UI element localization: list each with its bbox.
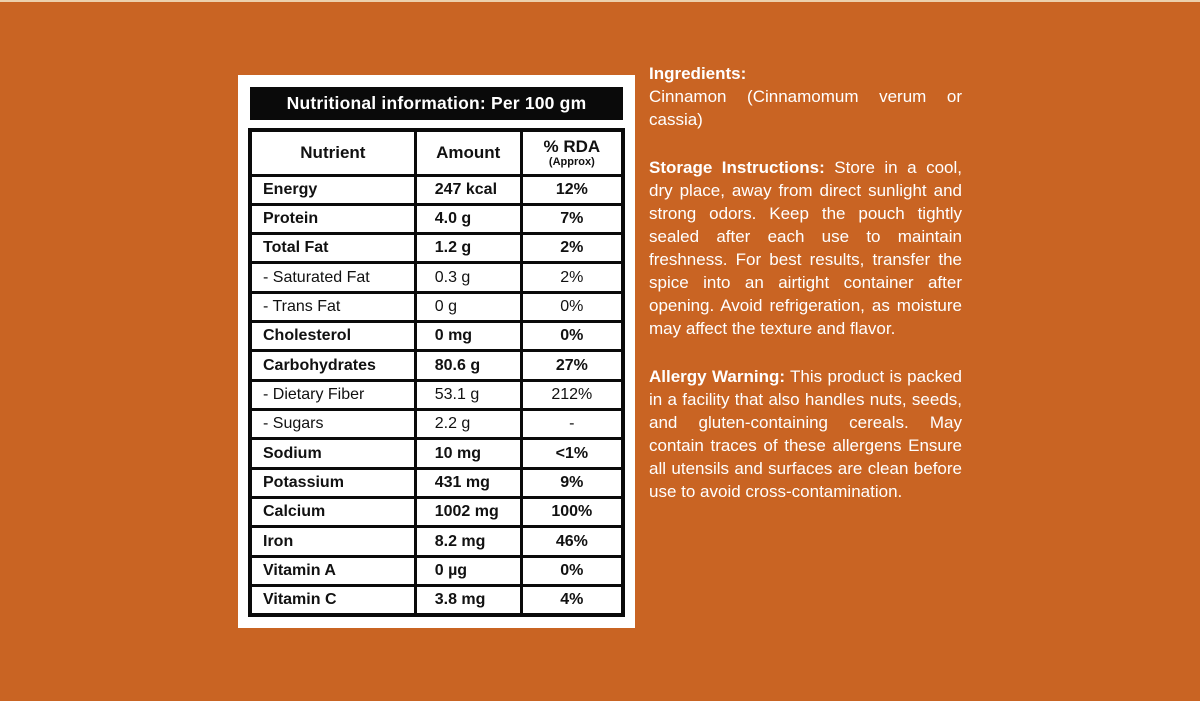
cell-nutrient: Iron [248,525,417,558]
cell-amount: 0.3 g [413,261,523,294]
cell-rda: 100% [519,496,625,529]
cell-nutrient: Vitamin A [248,554,417,588]
cell-rda: 27% [519,349,625,382]
cell-rda: 7% [519,202,625,236]
table-row: Cholesterol 0 mg 0% [248,320,625,353]
nutrition-panel: Nutritional information: Per 100 gm Nutr… [238,75,635,628]
cell-nutrient: Calcium [248,496,417,529]
info-text-block: Ingredients: Cinnamon (Cinnamomum verum … [649,62,962,528]
cell-rda: 46% [519,525,625,558]
cell-amount: 80.6 g [413,349,523,382]
cell-amount: 431 mg [413,466,523,500]
cell-rda: 4% [519,584,625,617]
cell-rda: <1% [519,437,625,470]
table-row: Energy 247 kcal 12% [248,173,625,206]
cell-amount: 2.2 g [413,408,523,441]
cell-rda: 0% [519,320,625,353]
cell-amount: 4.0 g [413,202,523,236]
cell-rda: 12% [519,173,625,206]
cell-rda: 2% [519,232,625,265]
table-row: Vitamin C 3.8 mg 4% [248,584,625,617]
rda-approx-label: (Approx) [548,155,595,168]
cell-nutrient: Cholesterol [248,320,417,353]
cell-rda: 0% [519,290,625,324]
cell-nutrient: Potassium [248,466,417,500]
nutrition-table: Nutrient Amount % RDA (Approx) Energy 247… [248,128,625,617]
cell-amount: 1.2 g [413,232,523,265]
table-row: - Trans Fat 0 g 0% [248,290,625,324]
column-header-rda: % RDA (Approx) [519,128,625,177]
table-row: Sodium 10 mg <1% [248,437,625,470]
column-header-nutrient: Nutrient [248,128,417,177]
cell-nutrient: Carbohydrates [248,349,417,382]
table-row: Protein 4.0 g 7% [248,202,625,236]
cell-amount: 10 mg [413,437,523,470]
table-row: - Dietary Fiber 53.1 g 212% [248,378,625,412]
table-header-row: Nutrient Amount % RDA (Approx) [248,128,625,177]
cell-nutrient: - Dietary Fiber [248,378,417,412]
cell-nutrient: - Trans Fat [248,290,417,324]
storage-text: Store in a cool, dry place, away from di… [649,158,962,338]
storage-paragraph: Storage Instructions: Store in a cool, d… [649,156,962,340]
storage-heading: Storage Instructions: [649,158,825,177]
ingredients-heading: Ingredients: [649,64,747,83]
cell-nutrient: Total Fat [248,232,417,265]
table-row: - Sugars 2.2 g- [248,408,625,441]
ingredients-paragraph: Ingredients: Cinnamon (Cinnamomum verum … [649,62,962,131]
cell-rda: - [519,408,625,441]
cell-amount: 1002 mg [413,496,523,529]
cell-nutrient: Protein [248,202,417,236]
table-row: Calcium 1002 mg 100% [248,496,625,529]
cell-amount: 0 g [413,290,523,324]
cell-rda: 212% [519,378,625,412]
cell-amount: 8.2 mg [413,525,523,558]
ingredients-text: Cinnamon (Cinnamomum verum or cassia) [649,87,962,129]
cell-amount: 0 µg [413,554,523,588]
table-row: Potassium 431 mg 9% [248,466,625,500]
cell-rda: 0% [519,554,625,588]
cell-amount: 0 mg [413,320,523,353]
cell-amount: 3.8 mg [413,584,523,617]
cell-amount: 247 kcal [413,173,523,206]
cell-nutrient: Energy [248,173,417,206]
cell-nutrient: - Saturated Fat [248,261,417,294]
nutrition-table-wrap: Nutrient Amount % RDA (Approx) Energy 247… [248,128,625,617]
rda-label: % RDA [543,136,601,156]
table-row: - Saturated Fat 0.3 g 2% [248,261,625,294]
nutrition-title: Nutritional information: Per 100 gm [286,93,587,113]
nutrition-table-body: Energy 247 kcal 12% Protein 4.0 g 7% Total Fat… [248,173,625,617]
cell-rda: 2% [519,261,625,294]
top-edge-strip [0,0,1200,2]
cell-nutrient: Sodium [248,437,417,470]
allergy-heading: Allergy Warning: [649,367,785,386]
nutrition-title-bar: Nutritional information: Per 100 gm [250,87,623,120]
table-row: Total Fat 1.2 g 2% [248,232,625,265]
column-header-amount: Amount [413,128,523,177]
cell-amount: 53.1 g [413,378,523,412]
cell-nutrient: - Sugars [248,408,417,441]
table-row: Carbohydrates 80.6 g 27% [248,349,625,382]
table-row: Iron 8.2 mg 46% [248,525,625,558]
allergy-paragraph: Allergy Warning: This product is packed … [649,365,962,503]
cell-rda: 9% [519,466,625,500]
cell-nutrient: Vitamin C [248,584,417,617]
allergy-text: This product is packed in a facility tha… [649,367,962,501]
